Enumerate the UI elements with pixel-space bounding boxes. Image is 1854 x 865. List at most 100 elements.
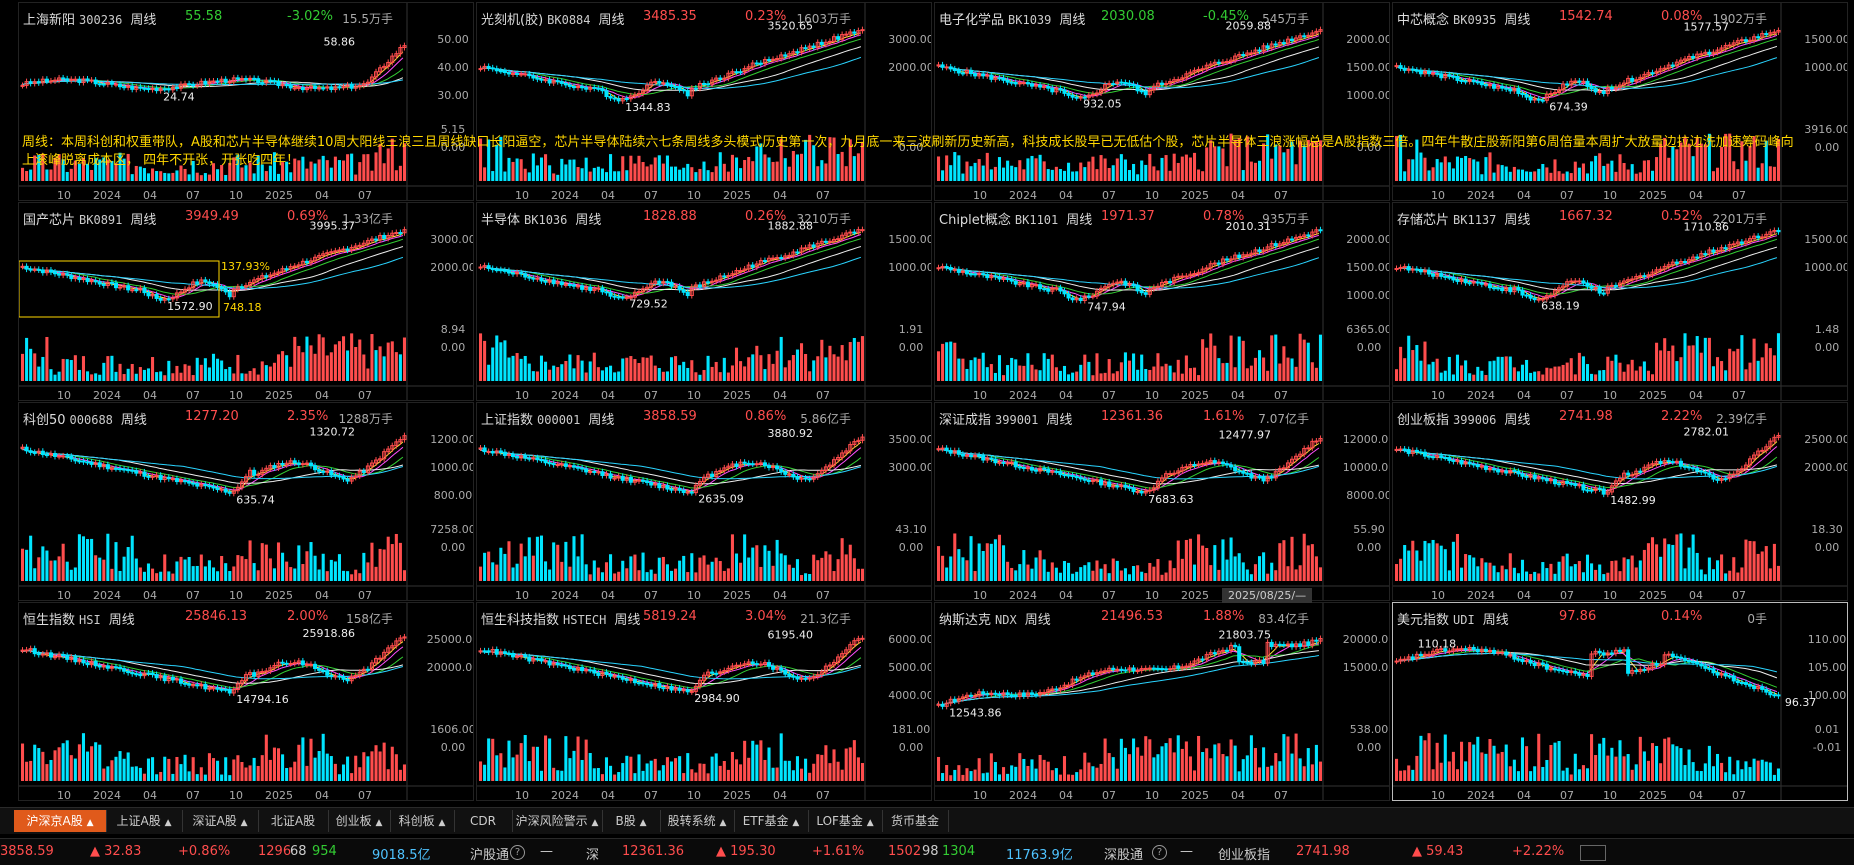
volume-bar [45,170,48,181]
volume-bar [370,171,373,181]
candle [953,69,956,71]
volume-bar [33,568,36,581]
candle [139,87,142,88]
volume-bar [662,372,665,381]
candle [1484,284,1487,285]
candle [532,278,535,279]
candle [1574,671,1577,673]
candle [281,662,284,663]
volume-bar [1663,538,1666,581]
volume-bar [974,357,977,381]
volume-bar [564,361,567,381]
candle [524,456,527,458]
candle [1140,491,1143,492]
time-tick-label: 04 [1689,189,1703,201]
time-tick-label: 10 [229,589,243,601]
volume-bar [686,368,689,381]
volume-bar [1116,769,1119,781]
volume-bar [723,358,726,381]
candle [711,281,714,282]
volume-bar [487,552,490,581]
volume-bar [982,773,985,781]
volume-bar [727,373,730,381]
candle [228,82,231,83]
candle [499,71,502,72]
volume-bar [1627,754,1630,781]
volume-bar [1428,543,1431,581]
candle [1464,649,1467,650]
volume-bar [399,354,402,381]
candle [1087,296,1090,297]
volume-bar [1488,563,1491,581]
candle [293,461,296,463]
volume-bar [540,356,543,381]
volume-bar [1091,375,1094,381]
volume-bar [204,775,207,781]
volume-bar [642,771,645,781]
volume-bar [1095,353,1098,381]
volume-bar [29,349,32,381]
time-tick-label: 10 [687,389,701,401]
candle [1225,650,1228,651]
high-label: 3880.92 [768,427,814,440]
candle [658,281,661,283]
volume-bar [309,542,312,581]
volume-bar [1254,358,1257,381]
volume-bar [1606,573,1609,581]
volume-bar [188,557,191,581]
volume-bar [633,555,636,581]
volume-bar [682,556,685,581]
candle [585,670,588,671]
volume-bar [1209,565,1212,581]
volume-bar [937,351,940,381]
candle [74,459,77,461]
candle [1480,466,1483,467]
volume-bar [572,751,575,781]
volume-bar [1484,562,1487,581]
volume-bar [1039,550,1042,581]
volume-bar [29,170,32,181]
candle [220,689,223,690]
candle [1250,662,1253,663]
volume-bar [155,774,158,781]
time-tick-label: 04 [601,589,615,601]
candle [605,91,608,97]
volume-bar [1286,358,1289,381]
volume-bar [512,356,515,381]
volume-bar [1493,746,1496,781]
volume-bar [204,358,207,381]
volume-bar [261,755,264,781]
volume-bar [1724,573,1727,581]
volume-bar [832,354,835,381]
volume-bar [135,766,138,781]
volume-bar [98,558,101,581]
volume-bar [374,350,377,381]
volume-bar [1189,539,1192,581]
candle [1570,483,1573,484]
candle [147,88,150,89]
volume-tick-label: 43.10 [895,523,927,536]
candle [487,451,490,452]
time-tick-label: 10 [57,189,71,201]
volume-bar [1399,559,1402,581]
candle [658,484,661,488]
volume-bar [945,568,948,581]
volume-bar [1765,546,1768,581]
candle [1683,658,1686,660]
